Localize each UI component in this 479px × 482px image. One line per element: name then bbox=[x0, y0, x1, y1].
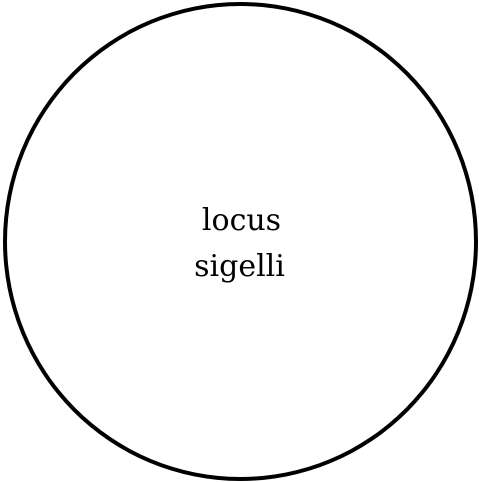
seal-label-line-1: locus bbox=[201, 203, 282, 238]
seal-placeholder-circle bbox=[3, 2, 478, 481]
seal-label-line-2: sigelli bbox=[194, 249, 285, 284]
